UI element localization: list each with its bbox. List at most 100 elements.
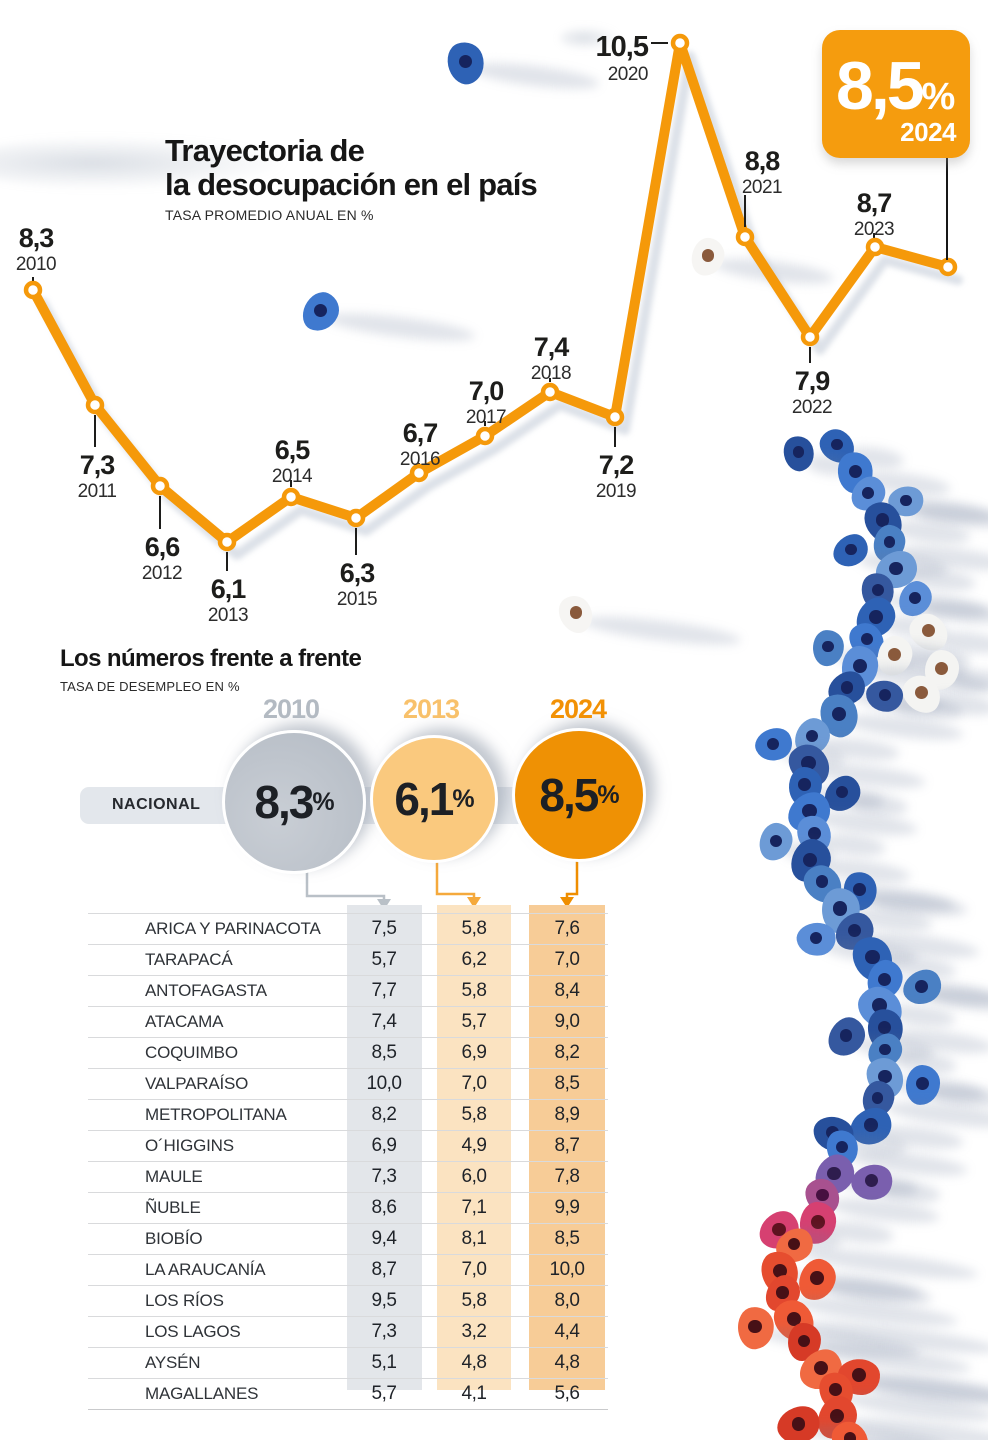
point-year: 2023 [853,219,895,240]
point-year: 2019 [595,481,637,502]
pedestrian-shadow [782,1226,843,1254]
value-cell-2013: 4,9 [461,1135,487,1156]
value-cell-2024: 8,5 [554,1073,580,1094]
value-cell-2024: 9,0 [554,1011,580,1032]
chart-point-label-2013: 6,1 2013 [168,574,288,626]
value-cell-2024: 8,4 [554,980,580,1001]
pedestrian-shadow [758,1323,921,1363]
national-value-2024: 8,5 [539,769,599,821]
pedestrian-shadow [820,1274,934,1309]
value-cell-2024: 9,9 [554,1197,580,1218]
point-value: 6,6 [144,532,181,562]
percent-sign: % [452,784,474,813]
chart-point-label-2015: 6,3 2015 [297,558,417,610]
pedestrian-body [859,1050,913,1105]
pedestrian-shadow [820,936,919,968]
pedestrian-shadow [801,1420,951,1440]
year-header-2010: 2010 [262,694,320,724]
value-cell-2013: 6,2 [461,949,487,970]
pedestrian-head [872,998,888,1014]
pedestrian-head [836,1140,849,1153]
data-point-marker [800,327,820,347]
pedestrian-head [791,1416,806,1431]
value-cell-2010: 5,1 [371,1352,397,1373]
value-cell-2024: 8,2 [554,1042,580,1063]
point-value: 8,3 [18,223,55,253]
pedestrian-head [829,1409,845,1424]
pedestrian-body [787,1323,822,1363]
national-value-2013: 6,1 [394,773,454,825]
pedestrian-head [877,972,891,986]
point-value: 6,7 [402,418,439,448]
point-year: 2015 [336,589,378,610]
table-row-metropolitana: METROPOLITANA 8,2 5,8 8,9 [88,1099,608,1130]
data-point-marker [217,532,237,552]
pedestrian-head [816,1189,829,1202]
pedestrian-shadow [782,1266,924,1304]
pedestrian-shadow [888,1024,988,1058]
pedestrian-shadow [890,1049,958,1077]
chart-point-label-2018: 7,4 2018 [491,334,611,384]
pedestrian-head [851,1368,866,1383]
pedestrian-body [844,1100,899,1153]
data-point-marker [409,463,429,483]
pedestrian-head [776,1286,789,1299]
region-name: BIOBÍO [145,1229,203,1248]
chart-subtitle: TASA PROMEDIO ANUAL EN % [165,207,374,223]
pedestrian-shadow [787,1291,959,1332]
pedestrian-shadow [809,1339,973,1380]
table-row-la-araucan-a: LA ARAUCANÍA 8,7 7,0 10,0 [88,1254,608,1285]
chart-point-label-2021: 8,8 2021 [702,146,822,198]
value-cell-2010: 7,5 [371,918,397,939]
pedestrian-shadow [926,984,988,1016]
value-cell-2013: 6,9 [461,1042,487,1063]
pedestrian-shadow [799,1242,979,1285]
pedestrian-body [863,956,907,1005]
region-name: ÑUBLE [145,1198,201,1217]
table-row-maule: MAULE 7,3 6,0 7,8 [88,1161,608,1192]
year-header-2024: 2024 [549,694,607,724]
pedestrian-shadow [850,1032,936,1063]
point-year: 2021 [741,177,783,198]
region-name: TARAPACÁ [145,950,233,969]
table-row-coquimbo: COQUIMBO 8,5 6,9 8,2 [88,1037,608,1068]
value-cell-2013: 4,8 [461,1352,487,1373]
pedestrian-head [748,1319,762,1334]
pedestrian-shadow [888,1073,987,1105]
national-circle-2013: 6,1% [370,735,498,863]
chart-point-label-2017: 7,0 2017 [426,378,546,428]
value-cell-2013: 7,0 [461,1073,487,1094]
value-cell-2013: 5,7 [461,1011,487,1032]
pedestrian-shadow [858,928,981,963]
value-cell-2010: 9,4 [371,1228,397,1249]
data-point-marker [540,382,560,402]
point-year: 2018 [530,363,572,384]
value-cell-2013: 7,1 [461,1197,487,1218]
pedestrian-head [916,1077,930,1091]
pedestrian-head [810,1215,825,1229]
comparison-subtitle: TASA DE DESEMPLEO EN % [60,679,240,694]
value-cell-2010: 7,3 [371,1166,397,1187]
pedestrian-body [793,1340,851,1398]
data-point-marker [865,237,885,257]
chart-title-line2: la desocupación en el país [165,167,538,202]
value-cell-2024: 4,8 [554,1352,580,1373]
pedestrian-body [836,1357,882,1397]
point-year: 2022 [791,397,833,418]
pedestrian-shadow [837,1170,920,1200]
point-value: 6,1 [210,574,247,604]
region-name: AYSÉN [145,1353,201,1372]
point-value: 6,3 [339,558,376,588]
region-name: ATACAMA [145,1012,224,1031]
region-name: COQUIMBO [145,1043,238,1062]
table-row-ays-n: AYSÉN 5,1 4,8 4,8 [88,1347,608,1378]
pedestrian-body [769,1221,820,1270]
pedestrian-body [798,1201,838,1246]
national-circle-2010: 8,3% [222,730,366,874]
point-value: 8,8 [744,146,781,176]
value-cell-2010: 8,6 [371,1197,397,1218]
pedestrian-shadow [839,1412,988,1440]
pedestrian-body [905,1064,941,1106]
pedestrian-head [772,1222,786,1237]
